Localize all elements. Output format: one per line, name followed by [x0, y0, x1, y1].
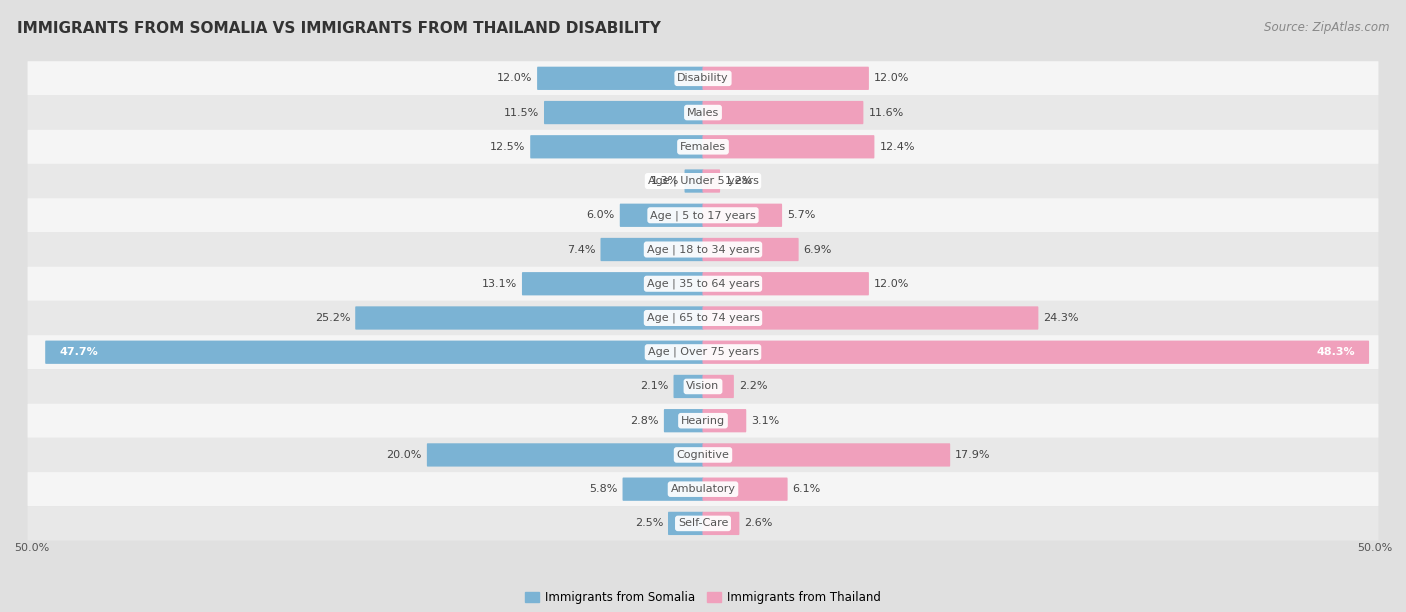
Text: Ambulatory: Ambulatory [671, 484, 735, 494]
FancyBboxPatch shape [537, 67, 703, 90]
Text: Self-Care: Self-Care [678, 518, 728, 528]
FancyBboxPatch shape [703, 443, 950, 466]
FancyBboxPatch shape [28, 198, 1378, 233]
FancyBboxPatch shape [703, 307, 1039, 330]
FancyBboxPatch shape [703, 512, 740, 535]
Text: 2.8%: 2.8% [630, 416, 659, 426]
Text: 5.8%: 5.8% [589, 484, 617, 494]
Text: 2.1%: 2.1% [640, 381, 669, 392]
FancyBboxPatch shape [668, 512, 703, 535]
FancyBboxPatch shape [703, 272, 869, 296]
FancyBboxPatch shape [703, 409, 747, 432]
FancyBboxPatch shape [685, 170, 703, 193]
Text: 20.0%: 20.0% [387, 450, 422, 460]
FancyBboxPatch shape [703, 101, 863, 124]
Text: Cognitive: Cognitive [676, 450, 730, 460]
FancyBboxPatch shape [703, 238, 799, 261]
Text: Males: Males [688, 108, 718, 118]
Text: 2.6%: 2.6% [744, 518, 773, 528]
Text: 47.7%: 47.7% [59, 347, 98, 357]
FancyBboxPatch shape [28, 130, 1378, 164]
Text: Females: Females [681, 142, 725, 152]
FancyBboxPatch shape [28, 233, 1378, 267]
Text: 11.6%: 11.6% [869, 108, 904, 118]
Text: 6.1%: 6.1% [793, 484, 821, 494]
FancyBboxPatch shape [544, 101, 703, 124]
Text: 7.4%: 7.4% [567, 245, 596, 255]
FancyBboxPatch shape [703, 67, 869, 90]
Text: 24.3%: 24.3% [1043, 313, 1078, 323]
Text: 50.0%: 50.0% [14, 543, 49, 553]
Text: 12.0%: 12.0% [875, 278, 910, 289]
FancyBboxPatch shape [28, 472, 1378, 506]
Text: 2.5%: 2.5% [634, 518, 664, 528]
FancyBboxPatch shape [28, 403, 1378, 438]
Text: 5.7%: 5.7% [787, 211, 815, 220]
FancyBboxPatch shape [664, 409, 703, 432]
FancyBboxPatch shape [703, 477, 787, 501]
FancyBboxPatch shape [623, 477, 703, 501]
Text: Age | 65 to 74 years: Age | 65 to 74 years [647, 313, 759, 323]
Text: 1.3%: 1.3% [651, 176, 679, 186]
FancyBboxPatch shape [28, 267, 1378, 301]
Text: 6.0%: 6.0% [586, 211, 614, 220]
Text: 1.2%: 1.2% [725, 176, 754, 186]
FancyBboxPatch shape [28, 95, 1378, 130]
Text: 12.4%: 12.4% [879, 142, 915, 152]
FancyBboxPatch shape [620, 204, 703, 227]
FancyBboxPatch shape [28, 506, 1378, 540]
Legend: Immigrants from Somalia, Immigrants from Thailand: Immigrants from Somalia, Immigrants from… [520, 586, 886, 608]
Text: 11.5%: 11.5% [503, 108, 538, 118]
Text: 25.2%: 25.2% [315, 313, 350, 323]
FancyBboxPatch shape [703, 135, 875, 159]
FancyBboxPatch shape [703, 170, 720, 193]
FancyBboxPatch shape [703, 341, 1369, 364]
Text: 17.9%: 17.9% [955, 450, 991, 460]
FancyBboxPatch shape [356, 307, 703, 330]
Text: Age | 35 to 64 years: Age | 35 to 64 years [647, 278, 759, 289]
FancyBboxPatch shape [45, 341, 703, 364]
Text: Age | 5 to 17 years: Age | 5 to 17 years [650, 210, 756, 220]
FancyBboxPatch shape [28, 164, 1378, 198]
FancyBboxPatch shape [600, 238, 703, 261]
Text: Source: ZipAtlas.com: Source: ZipAtlas.com [1264, 21, 1389, 34]
FancyBboxPatch shape [673, 375, 703, 398]
Text: 12.0%: 12.0% [496, 73, 531, 83]
Text: Age | Over 75 years: Age | Over 75 years [648, 347, 758, 357]
FancyBboxPatch shape [28, 369, 1378, 403]
FancyBboxPatch shape [427, 443, 703, 466]
Text: Disability: Disability [678, 73, 728, 83]
Text: Vision: Vision [686, 381, 720, 392]
FancyBboxPatch shape [28, 335, 1378, 369]
FancyBboxPatch shape [530, 135, 703, 159]
Text: IMMIGRANTS FROM SOMALIA VS IMMIGRANTS FROM THAILAND DISABILITY: IMMIGRANTS FROM SOMALIA VS IMMIGRANTS FR… [17, 21, 661, 37]
FancyBboxPatch shape [28, 61, 1378, 95]
Text: 50.0%: 50.0% [1357, 543, 1392, 553]
Text: Hearing: Hearing [681, 416, 725, 426]
Text: 48.3%: 48.3% [1316, 347, 1355, 357]
FancyBboxPatch shape [703, 204, 782, 227]
Text: 2.2%: 2.2% [738, 381, 768, 392]
FancyBboxPatch shape [28, 301, 1378, 335]
Text: 3.1%: 3.1% [751, 416, 779, 426]
FancyBboxPatch shape [28, 438, 1378, 472]
FancyBboxPatch shape [703, 375, 734, 398]
Text: 13.1%: 13.1% [482, 278, 517, 289]
Text: Age | Under 5 years: Age | Under 5 years [648, 176, 758, 186]
Text: Age | 18 to 34 years: Age | 18 to 34 years [647, 244, 759, 255]
Text: 12.5%: 12.5% [489, 142, 526, 152]
Text: 12.0%: 12.0% [875, 73, 910, 83]
FancyBboxPatch shape [522, 272, 703, 296]
Text: 6.9%: 6.9% [804, 245, 832, 255]
